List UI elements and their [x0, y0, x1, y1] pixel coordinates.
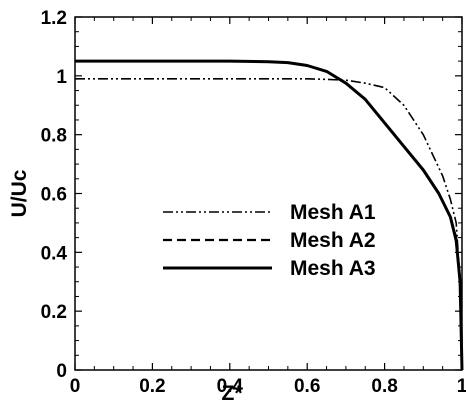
- series-line-mesh-a2: [75, 60, 464, 371]
- x-tick-label: 0: [70, 376, 81, 397]
- series-line-mesh-a1: [75, 78, 463, 371]
- tick-labels: 0 0.2 0.4 0.6 0.8 1 0 0.2 0.4 0.6 0.8 1 1.2: [41, 8, 466, 397]
- x-tick-label: 0.8: [371, 376, 397, 397]
- x-axis-title: Z*: [222, 382, 244, 405]
- legend-label: Mesh A1: [290, 201, 376, 224]
- x-tick-label: 1: [457, 376, 466, 397]
- y-tick-label: 0.4: [41, 243, 68, 264]
- x-tick-label: 0.6: [294, 376, 320, 397]
- y-axis-title: U/Uc: [8, 169, 31, 217]
- axis-ticks: [74, 16, 463, 371]
- x-tick-label: 0.4: [217, 376, 244, 397]
- series-line-mesh-a3: [75, 59, 464, 371]
- y-tick-label: 0.2: [41, 302, 67, 323]
- y-tick-label: 0.8: [41, 126, 67, 147]
- plot-frame: [74, 16, 463, 371]
- legend-label: Mesh A3: [290, 257, 376, 280]
- y-tick-label: 1.2: [41, 8, 67, 29]
- series-lines: [75, 59, 464, 371]
- y-tick-label: 0.6: [41, 185, 67, 206]
- legend: Mesh A1 Mesh A2 Mesh A3: [163, 201, 376, 280]
- plot-border: [74, 16, 463, 371]
- y-tick-label: 1: [56, 67, 67, 88]
- y-tick-label: 0: [56, 361, 67, 382]
- legend-label: Mesh A2: [290, 229, 376, 252]
- x-tick-label: 0.2: [139, 376, 165, 397]
